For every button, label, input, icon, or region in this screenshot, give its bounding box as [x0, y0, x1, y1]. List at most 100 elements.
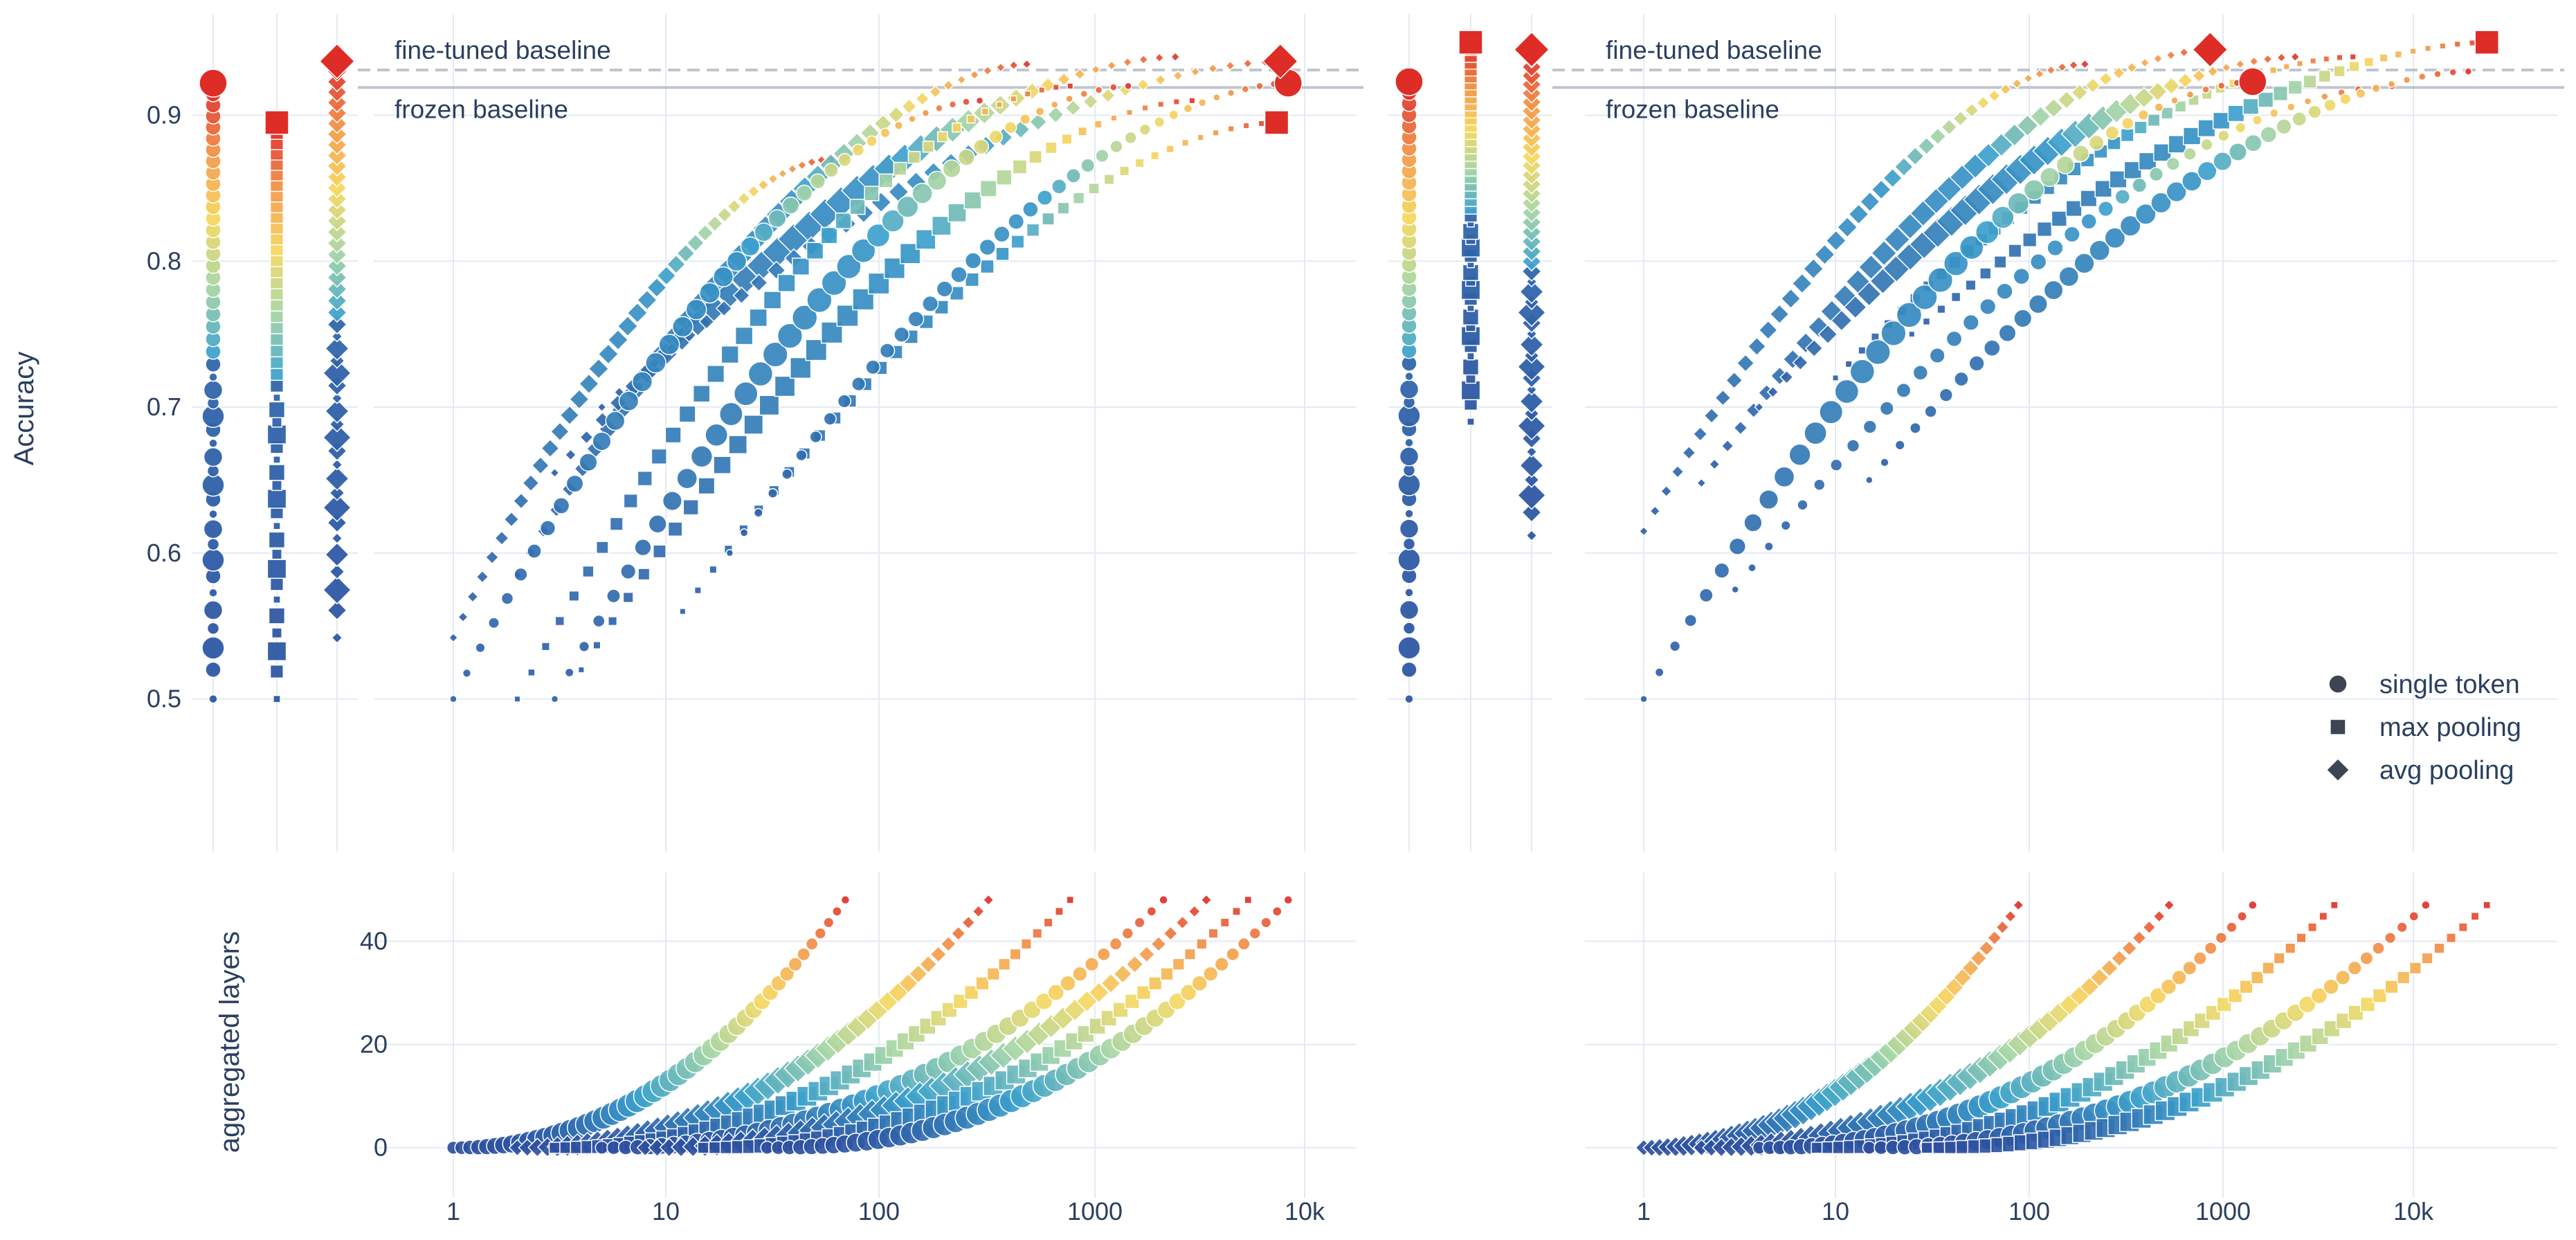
accuracy-point-diamond: [2043, 98, 2064, 118]
accuracy-point-circle: [795, 449, 808, 462]
accuracy-point-square: [2109, 170, 2128, 189]
accuracy-point-diamond: [1836, 216, 1858, 238]
x-tick-label: 100: [2008, 1197, 2050, 1225]
accuracy-point-diamond: [1883, 226, 1911, 253]
accuracy-point-diamond: [578, 373, 600, 395]
accuracy-point-circle: [2132, 177, 2148, 193]
accuracy-point-square: [2439, 42, 2447, 50]
accuracy-point-diamond: [1747, 336, 1767, 357]
accuracy-point-circle: [1996, 282, 2013, 300]
layers-point-circle: [2396, 922, 2408, 933]
accuracy-point-square: [1993, 255, 2007, 269]
layers-point-diamond: [2100, 958, 2119, 978]
accuracy-point-circle: [1862, 420, 1877, 434]
accuracy-point-circle: [2182, 170, 2202, 192]
accuracy-point-circle: [1928, 267, 1954, 294]
accuracy-point-square: [692, 384, 711, 403]
layers-point-circle: [2372, 942, 2385, 955]
layers-point-square: [2335, 1012, 2352, 1030]
accuracy-point-circle: [1773, 466, 1795, 488]
accuracy-point-circle: [1080, 158, 1096, 173]
strip-marker-diamond: [329, 485, 345, 501]
accuracy-point-diamond: [617, 315, 639, 337]
accuracy-point-diamond: [588, 358, 610, 379]
layers-point-square: [1112, 1002, 1129, 1018]
accuracy-point-diamond: [1082, 93, 1099, 110]
accuracy-point-diamond: [2166, 50, 2177, 60]
strip-marker-circle: [1399, 379, 1419, 399]
accuracy-point-diamond: [915, 91, 930, 107]
accuracy-point-circle: [777, 323, 804, 349]
accuracy-point-square: [790, 357, 812, 379]
strip-marker-circle: [203, 600, 224, 620]
strip-marker-circle: [1401, 661, 1417, 678]
strip-marker-square: [269, 366, 284, 381]
strip-marker-circle: [206, 537, 220, 551]
accuracy-point-diamond: [1714, 389, 1732, 406]
accuracy-point-diamond: [1988, 89, 2002, 102]
accuracy-point-circle: [2464, 67, 2473, 75]
accuracy-point-circle: [2286, 102, 2296, 111]
accuracy-point-circle: [2200, 138, 2213, 152]
accuracy-point-circle: [1066, 168, 1081, 183]
strip-marker-diamond: [322, 358, 352, 388]
accuracy-point-diamond: [995, 62, 1006, 73]
accuracy-point-diamond: [686, 233, 705, 253]
layers-point-square: [1183, 948, 1197, 960]
accuracy-point-diamond: [969, 69, 980, 80]
accuracy-point-diamond: [1721, 439, 1734, 453]
strip-marker-diamond: [331, 631, 343, 644]
accuracy-point-circle: [747, 361, 774, 387]
layers-point-square: [998, 958, 1011, 971]
best-curve-square: [1264, 110, 1289, 135]
accuracy-point-diamond: [2249, 56, 2259, 66]
accuracy-point-diamond: [2002, 123, 2026, 147]
accuracy-point-diamond: [2289, 51, 2301, 62]
layers-point-circle: [1283, 895, 1294, 905]
accuracy-point-square: [1042, 212, 1055, 226]
layers-point-diamond: [2152, 910, 2166, 923]
strip-marker-circle: [1404, 371, 1414, 381]
strip-marker-diamond: [1519, 332, 1544, 357]
accuracy-point-diamond: [1792, 354, 1809, 371]
accuracy-point-square: [1212, 129, 1219, 136]
layers-point-square: [964, 985, 979, 1000]
accuracy-point-square: [2394, 50, 2403, 59]
accuracy-point-circle: [1880, 320, 1907, 346]
accuracy-point-diamond: [1057, 72, 1071, 87]
accuracy-tick-label: 0.8: [147, 246, 181, 275]
accuracy-point-circle: [907, 310, 925, 327]
accuracy-point-square: [980, 259, 995, 274]
strip-marker-square: [266, 424, 287, 444]
accuracy-point-square: [2174, 100, 2187, 113]
accuracy-point-diamond: [1090, 64, 1101, 75]
accuracy-point-square: [651, 448, 667, 465]
accuracy-point-circle: [1968, 355, 1985, 372]
accuracy-point-circle: [1834, 379, 1860, 404]
strip-marker-diamond: [325, 542, 350, 567]
accuracy-point-circle: [894, 120, 904, 130]
accuracy-point-square: [1072, 192, 1085, 204]
accuracy-point-circle: [1849, 359, 1876, 384]
accuracy-point-circle: [2166, 156, 2180, 171]
accuracy-point-diamond: [727, 199, 742, 214]
strip-marker-diamond: [327, 222, 347, 243]
best-curve-square: [2474, 30, 2499, 55]
accuracy-point-diamond: [2071, 83, 2089, 102]
strip-marker-square: [266, 641, 287, 661]
layers-point-circle: [2171, 969, 2187, 986]
layers-point-circle: [2193, 951, 2207, 966]
accuracy-point-square: [1110, 114, 1118, 122]
accuracy-point-square: [2348, 60, 2360, 72]
accuracy-point-square: [2424, 44, 2431, 52]
accuracy-point-square: [582, 565, 595, 578]
accuracy-point-circle: [2323, 98, 2337, 112]
layers-point-circle: [2182, 960, 2197, 976]
accuracy-point-square: [2453, 40, 2461, 48]
accuracy-point-circle: [1804, 421, 1827, 445]
layers-point-square: [2360, 996, 2376, 1012]
accuracy-point-circle: [2260, 126, 2278, 143]
accuracy-point-diamond: [1190, 66, 1201, 77]
accuracy-point-diamond: [1692, 426, 1708, 442]
layers-point-diamond: [1986, 930, 2002, 946]
